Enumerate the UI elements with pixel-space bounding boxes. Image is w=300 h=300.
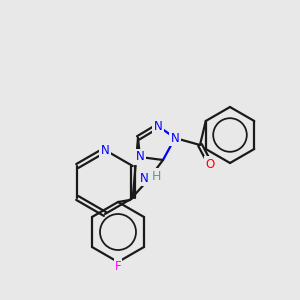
Text: H: H (151, 169, 161, 182)
Text: F: F (115, 260, 121, 272)
Text: N: N (154, 119, 162, 133)
Text: O: O (206, 158, 214, 170)
Text: N: N (136, 151, 144, 164)
Text: N: N (140, 172, 148, 184)
Text: N: N (100, 143, 109, 157)
Text: N: N (171, 131, 179, 145)
